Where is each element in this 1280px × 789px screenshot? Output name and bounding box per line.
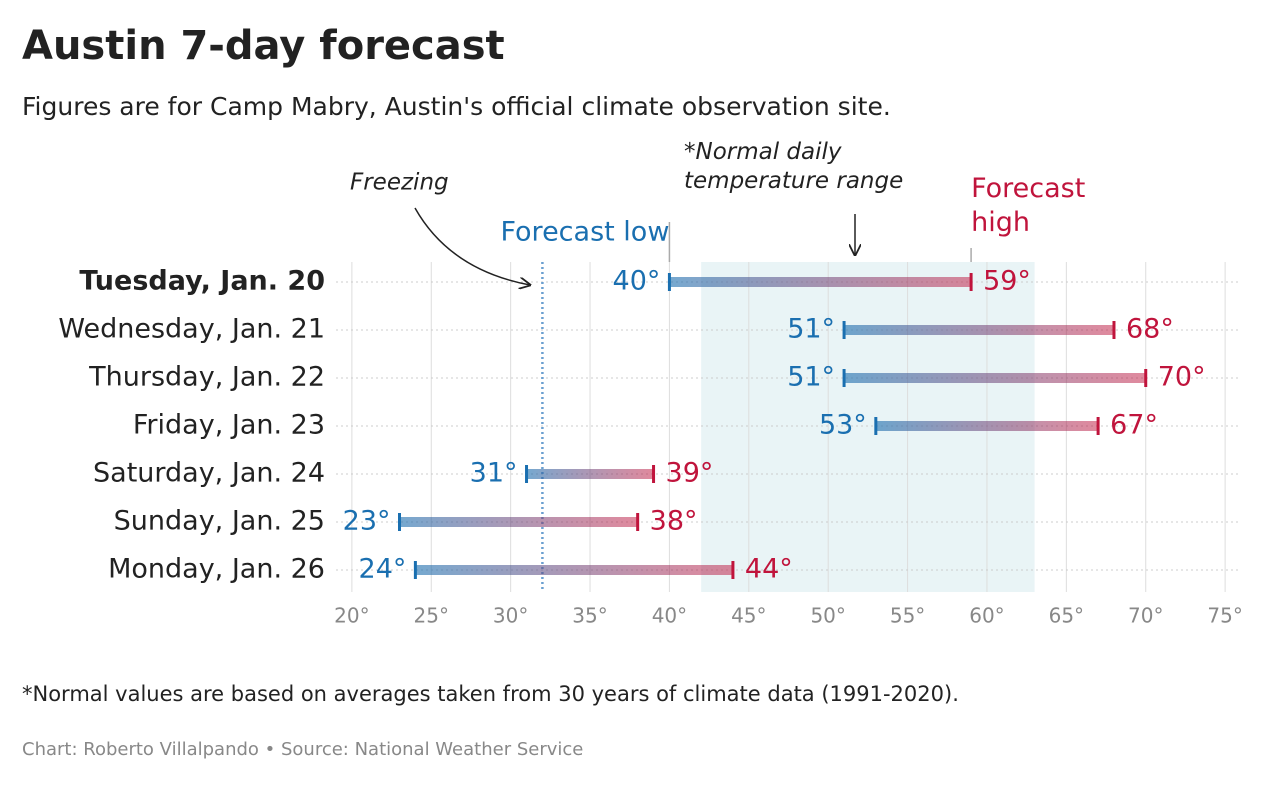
x-tick-label: 30° bbox=[493, 604, 528, 628]
low-label: 31° bbox=[470, 458, 518, 489]
y-tick-label: Thursday, Jan. 22 bbox=[88, 362, 325, 393]
credit: Chart: Roberto Villalpando • Source: Nat… bbox=[22, 739, 583, 760]
high-label: 70° bbox=[1158, 362, 1206, 393]
high-label: 68° bbox=[1126, 314, 1174, 345]
x-tick-label: 50° bbox=[810, 604, 845, 628]
low-label: 40° bbox=[613, 266, 661, 297]
normal-label-box: *Normal daily temperature range bbox=[684, 139, 904, 194]
x-tick-label: 35° bbox=[572, 604, 607, 628]
low-label: 53° bbox=[819, 410, 867, 441]
high-label: 59° bbox=[983, 266, 1031, 297]
footnote: *Normal values are based on averages tak… bbox=[22, 682, 959, 706]
range-bar bbox=[844, 373, 1146, 383]
x-tick-label: 55° bbox=[890, 604, 925, 628]
x-tick-label: 65° bbox=[1049, 604, 1084, 628]
low-label: 24° bbox=[359, 554, 407, 585]
chart-subtitle: Figures are for Camp Mabry, Austin's off… bbox=[22, 92, 891, 121]
high-label: 38° bbox=[650, 506, 698, 537]
legend-high: Forecast high bbox=[971, 173, 1086, 238]
y-tick-label: Wednesday, Jan. 21 bbox=[58, 314, 325, 345]
legend-high-box: Forecast high bbox=[971, 173, 1086, 238]
chart-title: Austin 7-day forecast bbox=[22, 23, 505, 69]
range-bar bbox=[875, 421, 1099, 431]
y-tick-label: Friday, Jan. 23 bbox=[133, 410, 325, 441]
normal-label: *Normal daily temperature range bbox=[684, 139, 904, 194]
range-bar bbox=[526, 469, 654, 479]
range-bar bbox=[669, 277, 972, 287]
y-tick-label: Sunday, Jan. 25 bbox=[114, 506, 325, 537]
range-bar bbox=[415, 565, 733, 575]
freezing-arrow bbox=[414, 207, 530, 285]
x-tick-label: 75° bbox=[1207, 604, 1242, 628]
high-label: 44° bbox=[745, 554, 793, 585]
low-label: 51° bbox=[787, 314, 835, 345]
range-bar bbox=[844, 325, 1114, 335]
y-tick-label: Tuesday, Jan. 20 bbox=[79, 266, 325, 297]
legend-low: Forecast low bbox=[500, 217, 669, 248]
high-label: 67° bbox=[1110, 410, 1158, 441]
x-tick-label: 25° bbox=[414, 604, 449, 628]
x-tick-label: 60° bbox=[969, 604, 1004, 628]
freezing-label: Freezing bbox=[350, 170, 449, 196]
high-label: 39° bbox=[666, 458, 714, 489]
x-tick-label: 70° bbox=[1128, 604, 1163, 628]
y-tick-label: Saturday, Jan. 24 bbox=[93, 458, 325, 489]
x-tick-label: 40° bbox=[652, 604, 687, 628]
x-tick-label: 45° bbox=[731, 604, 766, 628]
range-bar bbox=[399, 517, 638, 527]
low-label: 51° bbox=[787, 362, 835, 393]
plot: 20° 25° 30° 35° 40° 45° 50° 55° 60° 65° 70° 75° Tues… bbox=[58, 139, 1242, 628]
y-tick-label: Monday, Jan. 26 bbox=[108, 554, 325, 585]
low-label: 23° bbox=[343, 506, 391, 537]
x-tick-label: 20° bbox=[334, 604, 369, 628]
